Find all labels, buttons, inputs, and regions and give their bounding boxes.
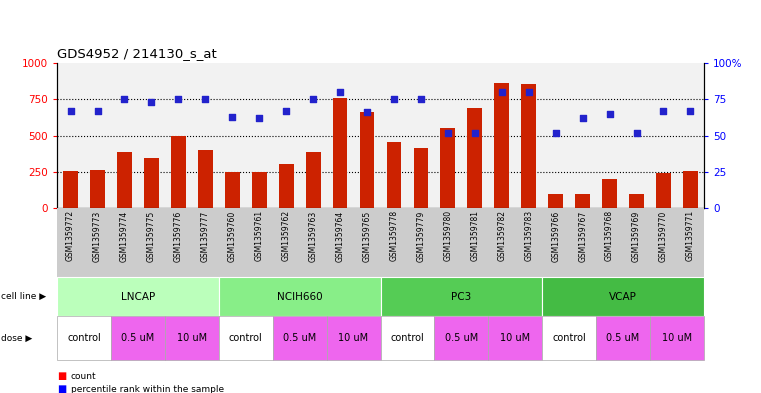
- Point: [119, 96, 131, 102]
- Point: [91, 108, 103, 114]
- Text: GSM1359774: GSM1359774: [120, 210, 129, 261]
- Text: GSM1359779: GSM1359779: [416, 210, 425, 261]
- Point: [388, 96, 400, 102]
- Text: GSM1359771: GSM1359771: [686, 210, 695, 261]
- Text: 0.5 uM: 0.5 uM: [444, 333, 478, 343]
- Bar: [441, 128, 455, 208]
- Text: GSM1359772: GSM1359772: [66, 210, 75, 261]
- Point: [442, 130, 454, 136]
- Text: 0.5 uM: 0.5 uM: [121, 333, 154, 343]
- Bar: [224, 172, 240, 208]
- Text: ■: ■: [57, 384, 66, 393]
- Point: [684, 108, 696, 114]
- Point: [65, 108, 77, 114]
- Text: dose ▶: dose ▶: [1, 334, 32, 342]
- Text: GSM1359762: GSM1359762: [282, 210, 291, 261]
- Text: 10 uM: 10 uM: [662, 333, 692, 343]
- Bar: [548, 195, 563, 208]
- Text: GSM1359782: GSM1359782: [497, 210, 506, 261]
- Text: GSM1359775: GSM1359775: [147, 210, 156, 261]
- Point: [415, 96, 427, 102]
- Point: [334, 89, 346, 95]
- Point: [549, 130, 562, 136]
- Point: [145, 99, 158, 105]
- Point: [253, 115, 266, 121]
- Text: 10 uM: 10 uM: [177, 333, 207, 343]
- Bar: [683, 171, 698, 208]
- Text: GSM1359765: GSM1359765: [362, 210, 371, 261]
- Point: [630, 130, 642, 136]
- Text: GSM1359767: GSM1359767: [578, 210, 587, 261]
- Point: [469, 130, 481, 136]
- Point: [603, 111, 616, 117]
- Bar: [117, 152, 132, 208]
- Text: GSM1359766: GSM1359766: [551, 210, 560, 261]
- Text: 10 uM: 10 uM: [500, 333, 530, 343]
- Bar: [63, 171, 78, 208]
- Bar: [656, 173, 671, 208]
- Text: GSM1359763: GSM1359763: [309, 210, 317, 261]
- Text: LNCAP: LNCAP: [121, 292, 155, 302]
- Text: GSM1359780: GSM1359780: [444, 210, 452, 261]
- Point: [495, 89, 508, 95]
- Text: GSM1359781: GSM1359781: [470, 210, 479, 261]
- Bar: [306, 152, 320, 208]
- Text: 0.5 uM: 0.5 uM: [607, 333, 640, 343]
- Text: PC3: PC3: [451, 292, 472, 302]
- Point: [658, 108, 670, 114]
- Bar: [279, 164, 294, 208]
- Text: count: count: [71, 372, 97, 381]
- Text: GSM1359770: GSM1359770: [659, 210, 668, 261]
- Bar: [144, 158, 159, 208]
- Text: control: control: [67, 333, 101, 343]
- Bar: [521, 84, 537, 208]
- Text: GDS4952 / 214130_s_at: GDS4952 / 214130_s_at: [57, 47, 217, 60]
- Bar: [360, 112, 374, 208]
- Text: GSM1359764: GSM1359764: [336, 210, 345, 261]
- Text: GSM1359760: GSM1359760: [228, 210, 237, 261]
- Text: GSM1359761: GSM1359761: [255, 210, 264, 261]
- Text: VCAP: VCAP: [609, 292, 637, 302]
- Text: GSM1359773: GSM1359773: [93, 210, 102, 261]
- Bar: [387, 142, 401, 208]
- Text: cell line ▶: cell line ▶: [1, 292, 46, 301]
- Text: control: control: [552, 333, 586, 343]
- Bar: [252, 172, 266, 208]
- Text: percentile rank within the sample: percentile rank within the sample: [71, 385, 224, 393]
- Text: control: control: [229, 333, 263, 343]
- Bar: [467, 108, 482, 208]
- Text: 0.5 uM: 0.5 uM: [283, 333, 317, 343]
- Text: ■: ■: [57, 371, 66, 382]
- Text: GSM1359768: GSM1359768: [605, 210, 614, 261]
- Text: GSM1359777: GSM1359777: [201, 210, 210, 261]
- Text: GSM1359776: GSM1359776: [174, 210, 183, 261]
- Point: [307, 96, 319, 102]
- Point: [361, 109, 373, 116]
- Point: [577, 115, 589, 121]
- Bar: [171, 136, 186, 208]
- Point: [172, 96, 184, 102]
- Bar: [575, 195, 590, 208]
- Bar: [333, 98, 348, 208]
- Bar: [413, 148, 428, 208]
- Text: control: control: [390, 333, 425, 343]
- Text: GSM1359783: GSM1359783: [524, 210, 533, 261]
- Point: [523, 89, 535, 95]
- Text: 10 uM: 10 uM: [339, 333, 368, 343]
- Point: [226, 114, 238, 120]
- Bar: [602, 179, 617, 208]
- Bar: [495, 83, 509, 208]
- Bar: [198, 150, 213, 208]
- Text: GSM1359769: GSM1359769: [632, 210, 641, 261]
- Text: GSM1359778: GSM1359778: [390, 210, 399, 261]
- Point: [280, 108, 292, 114]
- Bar: [90, 171, 105, 208]
- Point: [199, 96, 212, 102]
- Text: NCIH660: NCIH660: [277, 292, 323, 302]
- Bar: [629, 194, 644, 208]
